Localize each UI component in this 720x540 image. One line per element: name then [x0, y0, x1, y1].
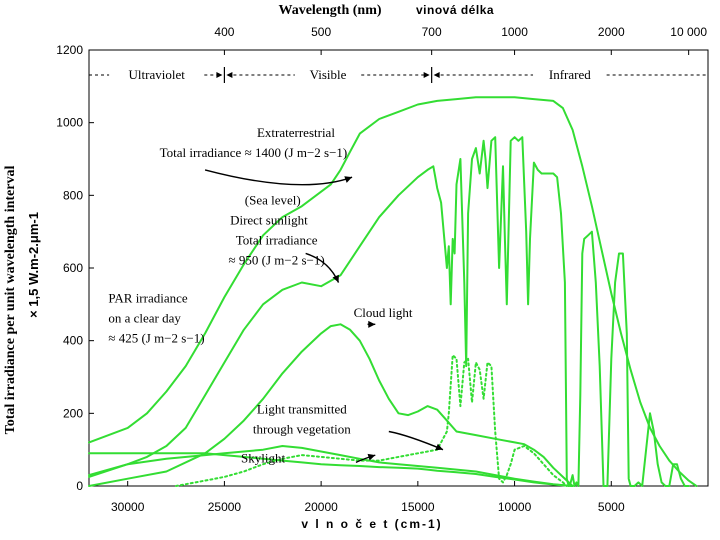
y-axis: 0 200 400 600 800 1000 1200 [56, 43, 94, 493]
spectral-regions: Ultraviolet Visible Infrared [89, 67, 708, 83]
top-axis-title: Wavelength (nm) [278, 3, 381, 18]
top-tick-label: 2000 [598, 25, 625, 39]
annotation-label: ≈ 950 (J m−2 s−1) [229, 252, 325, 267]
top-tick-label: 700 [422, 25, 442, 39]
y-tick-label: 200 [63, 406, 83, 420]
plot-frame [88, 49, 709, 487]
annotation-label: (Sea level) [245, 192, 301, 207]
vegetation-arrow [388, 430, 444, 451]
x-tick-label: 25000 [208, 500, 242, 514]
series-line-light-transmitted-through-vegetation [175, 354, 568, 487]
y-tick-label: 600 [63, 261, 83, 275]
x-axis: 30000 25000 20000 15000 10000 5000 [111, 481, 625, 514]
x-axis-title: v l n o č e t (cm-1) [301, 517, 442, 531]
series-line-extraterrestrial [88, 96, 698, 487]
annotation-label: Extraterrestrial [257, 125, 335, 140]
cloud-light-arrow-head [368, 320, 376, 328]
annotation-label: on a clear day [108, 311, 181, 326]
x-tick-label: 10000 [498, 500, 532, 514]
region-label-infrared: Infrared [549, 67, 591, 82]
x-tick-label: 30000 [111, 500, 145, 514]
region-arrowhead [216, 72, 223, 78]
top-tick-label: 1000 [501, 25, 528, 39]
annotation-label: Light transmitted [257, 401, 347, 416]
annotation-label: Direct sunlight [230, 212, 308, 227]
y-axis-title: Total irradiance per unit wavelength int… [3, 166, 18, 435]
series-line-skylight [88, 445, 574, 487]
y-tick-label: 1200 [56, 43, 83, 57]
series-line-direct-sunlight-sea-level [88, 136, 690, 487]
x-tick-label: 5000 [598, 500, 625, 514]
y-tick-label: 400 [63, 334, 83, 348]
top-tick-label: 500 [311, 25, 331, 39]
region-arrowhead [226, 72, 233, 78]
top-axis: 400 500 700 1000 2000 10 000 [214, 25, 707, 55]
series-line-par-irradiance-on-a-clear-day [88, 452, 574, 487]
top-tick-label: 10 000 [670, 25, 707, 39]
y-tick-label: 1000 [56, 116, 83, 130]
top-tick-label: 400 [214, 25, 234, 39]
annotation-label: PAR irradiance [108, 291, 188, 306]
series-lines [88, 96, 698, 487]
region-arrowhead [423, 72, 430, 78]
top-axis-title-czech: vinová délka [416, 3, 494, 17]
annotations: Extraterrestrial Total irradiance ≈ 1400 … [108, 125, 413, 465]
y-tick-label: 0 [76, 479, 83, 493]
annotation-label: Total irradiance ≈ 1400 (J m−2 s−1) [160, 145, 348, 160]
annotation-label: Cloud light [354, 305, 413, 320]
vegetation-arrow-head [435, 443, 443, 451]
region-label-ultraviolet: Ultraviolet [129, 67, 186, 82]
y-tick-label: 800 [63, 188, 83, 202]
annotation-label: Total irradiance [236, 232, 318, 247]
region-label-visible: Visible [310, 67, 347, 82]
skylight-arrow-head [367, 453, 376, 461]
y-axis-units: × 1,5 W.m-2.μm-1 [26, 212, 41, 318]
extraterrestrial-arrow [204, 169, 353, 186]
x-tick-label: 20000 [304, 500, 338, 514]
extraterrestrial-arrow-head [344, 176, 353, 183]
direct-sunlight-arrow-head [332, 274, 339, 283]
annotation-arrows [204, 169, 444, 464]
x-tick-label: 15000 [401, 500, 435, 514]
annotation-label: Skylight [241, 450, 285, 465]
region-arrowhead [433, 72, 440, 78]
annotation-label: through vegetation [253, 421, 351, 436]
series-line-cloud-light [88, 323, 574, 487]
annotation-label: ≈ 425 (J m−2 s−1) [108, 330, 204, 345]
